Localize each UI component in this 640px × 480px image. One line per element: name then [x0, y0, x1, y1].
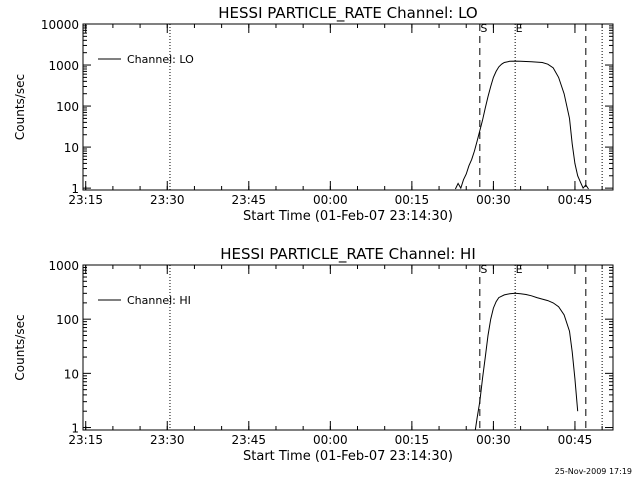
x-tick-label: 00:00	[313, 193, 348, 207]
x-tick-label: 23:30	[150, 193, 185, 207]
series-line	[474, 292, 579, 431]
y-tick-label: 1000	[48, 259, 79, 273]
x-tick-label: 23:15	[68, 433, 103, 447]
y-tick-label: 1	[71, 422, 79, 436]
time-marker-label: E	[516, 22, 523, 35]
plot-frame	[82, 264, 614, 431]
x-tick-label: 23:15	[68, 193, 103, 207]
y-tick-label: 1	[71, 182, 79, 196]
y-tick-label: 1000	[48, 59, 79, 73]
x-tick-label: 00:15	[395, 433, 430, 447]
y-axis-label: Counts/sec	[13, 74, 27, 140]
y-tick-label: 10000	[41, 18, 79, 32]
x-tick-label: 00:45	[558, 433, 593, 447]
x-tick-label: 23:45	[231, 433, 266, 447]
x-tick-label: 23:45	[231, 193, 266, 207]
x-axis-label: Start Time (01-Feb-07 23:14:30)	[243, 209, 453, 224]
series-line	[454, 60, 589, 190]
legend-label: Channel: LO	[127, 53, 194, 66]
time-marker-label: S	[480, 263, 487, 276]
chart-title: HESSI PARTICLE_RATE Channel: HI	[220, 245, 476, 264]
x-tick-label: 00:45	[558, 193, 593, 207]
x-tick-label: 00:30	[476, 193, 511, 207]
y-tick-label: 100	[56, 100, 79, 114]
plot-timestamp: 25-Nov-2009 17:19	[554, 467, 632, 476]
x-tick-label: 00:30	[476, 433, 511, 447]
plot-frame	[82, 23, 614, 191]
lo-channel-panel: HESSI PARTICLE_RATE Channel: LO Counts/se…	[13, 4, 614, 224]
time-marker-label: E	[516, 263, 523, 276]
y-axis-label: Counts/sec	[13, 314, 27, 380]
time-marker-label: S	[480, 22, 487, 35]
x-axis-label: Start Time (01-Feb-07 23:14:30)	[243, 449, 453, 464]
y-tick-label: 100	[56, 313, 79, 327]
y-tick-label: 10	[64, 141, 79, 155]
hi-channel-panel: HESSI PARTICLE_RATE Channel: HI Counts/se…	[13, 245, 614, 464]
y-tick-label: 10	[64, 367, 79, 381]
x-tick-label: 00:15	[395, 193, 430, 207]
x-tick-label: 00:00	[313, 433, 348, 447]
x-tick-label: 23:30	[150, 433, 185, 447]
legend-label: Channel: HI	[127, 294, 191, 307]
chart-title: HESSI PARTICLE_RATE Channel: LO	[218, 4, 477, 23]
